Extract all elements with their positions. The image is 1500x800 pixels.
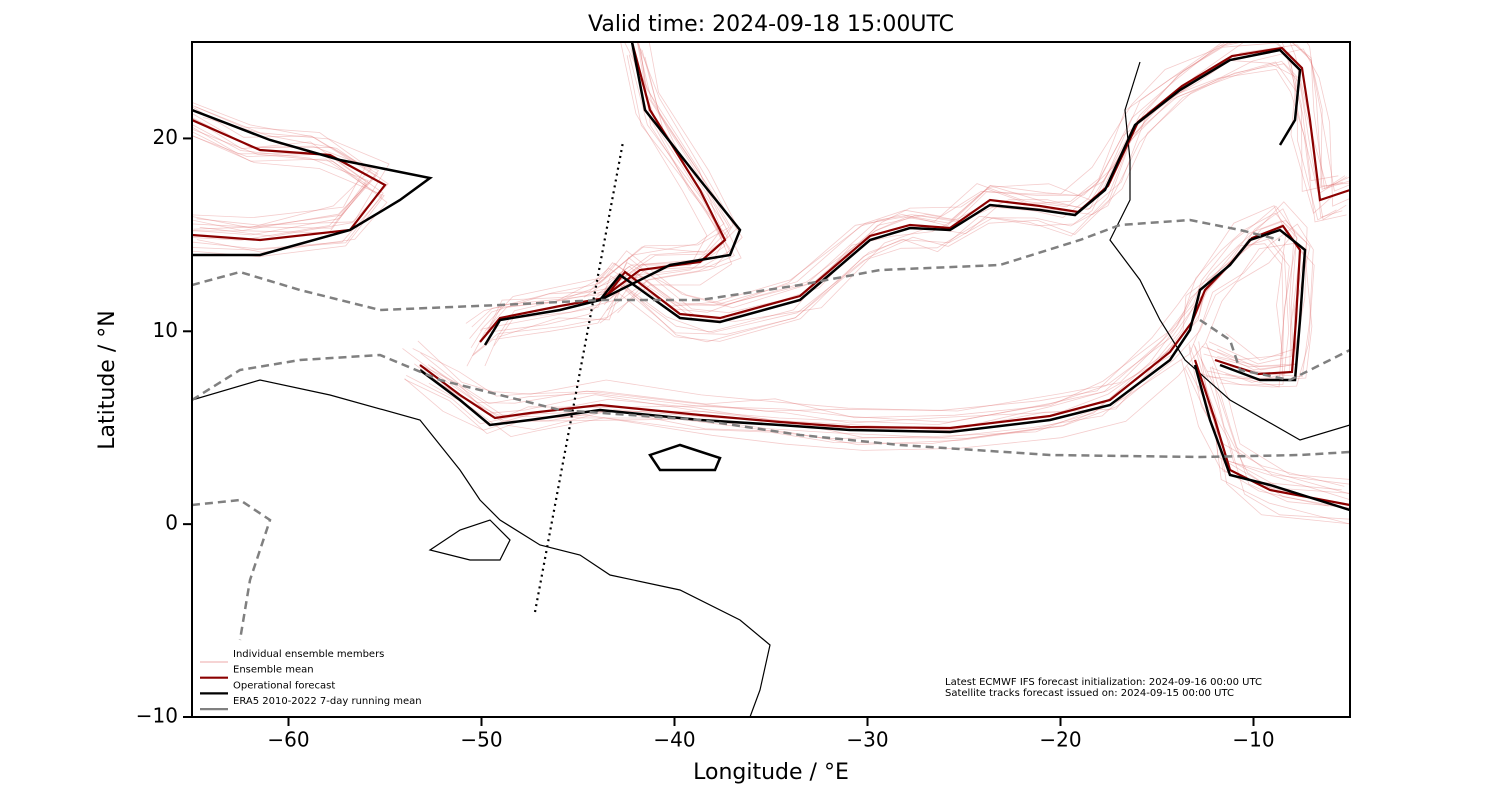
ensemble-member-contour bbox=[404, 238, 1290, 440]
ensemble-member-contour bbox=[416, 220, 1308, 431]
ensemble-member-contour bbox=[192, 124, 369, 234]
ensemble-member-contour bbox=[199, 117, 389, 237]
ensemble-member-contour bbox=[592, 48, 729, 301]
satellite-track bbox=[533, 141, 625, 613]
x-tick-label: −50 bbox=[460, 728, 502, 752]
ensemble-member-contour bbox=[484, 42, 1350, 332]
x-tick-label: −60 bbox=[267, 728, 309, 752]
legend-label: Individual ensemble members bbox=[233, 649, 384, 660]
ensemble-member-contour bbox=[469, 42, 1348, 339]
ensemble-members bbox=[192, 42, 1350, 525]
ensemble-member-contour bbox=[496, 44, 1350, 338]
ensemble-member-contour bbox=[192, 126, 368, 241]
operational-contour bbox=[192, 108, 434, 257]
operational-contour bbox=[419, 228, 1307, 434]
climatology-contour bbox=[1199, 318, 1350, 382]
ensemble-member-contour bbox=[591, 55, 726, 304]
ensemble-member-contour bbox=[418, 212, 1298, 426]
ensemble-member-contour bbox=[431, 223, 1314, 439]
ensemble-member-contour bbox=[420, 208, 1298, 423]
operational-contour bbox=[648, 443, 722, 472]
x-tick-label: −20 bbox=[1039, 728, 1081, 752]
coastline bbox=[428, 519, 511, 561]
legend-label: Operational forecast bbox=[233, 680, 335, 691]
x-tick-label: −40 bbox=[653, 728, 695, 752]
ensemble-member-contour bbox=[1197, 385, 1350, 520]
plot-area bbox=[191, 41, 1351, 718]
ensemble-member-contour bbox=[414, 224, 1301, 431]
ensemble-member-contour bbox=[194, 106, 390, 226]
ensemble-member-contour bbox=[192, 102, 366, 219]
ensemble-member-contour bbox=[480, 42, 1350, 331]
y-tick-label: 0 bbox=[165, 511, 178, 535]
ensemble-member-contour bbox=[402, 205, 1287, 412]
ensemble-mean-contour bbox=[419, 224, 1302, 430]
ensemble-member-contour bbox=[484, 42, 1350, 336]
x-tick-label: −10 bbox=[1232, 728, 1274, 752]
chart-title: Valid time: 2024-09-18 15:00UTC bbox=[588, 12, 954, 37]
ensemble-member-contour bbox=[599, 63, 733, 324]
ensemble-member-contour bbox=[1205, 343, 1350, 480]
ensemble-member-contour bbox=[597, 42, 732, 295]
legend-label: ERA5 2010-2022 7-day running mean bbox=[233, 696, 422, 707]
ensemble-member-contour bbox=[192, 106, 377, 232]
ensemble-member-contour bbox=[1200, 358, 1350, 494]
ensemble-member-contour bbox=[1211, 366, 1350, 509]
ensemble-member-contour bbox=[484, 60, 1347, 367]
climatology-contour bbox=[192, 353, 1350, 459]
ensemble-member-contour bbox=[428, 237, 1315, 451]
ensemble-member-contour bbox=[472, 63, 1343, 355]
ensemble-member-contour bbox=[1188, 346, 1345, 487]
x-tick-label: −30 bbox=[846, 728, 888, 752]
y-tick-label: −10 bbox=[136, 704, 178, 728]
plot-frame bbox=[191, 41, 1351, 718]
y-tick-label: 20 bbox=[153, 125, 178, 149]
ensemble-member-contour bbox=[192, 113, 379, 230]
y-axis-label: Latitude / °N bbox=[95, 310, 120, 449]
ensemble-member-contour bbox=[603, 42, 734, 292]
ensemble-member-contour bbox=[465, 42, 1339, 324]
ensemble-mean-contour bbox=[479, 46, 1350, 343]
ensemble-member-contour bbox=[192, 135, 385, 258]
ensemble-member-contour bbox=[192, 131, 383, 250]
ensemble-member-contour bbox=[493, 48, 1350, 347]
ensemble-member-contour bbox=[412, 205, 1295, 419]
ensemble-mean-contour bbox=[1193, 359, 1350, 507]
ensemble-member-contour bbox=[606, 48, 735, 311]
operational-contour bbox=[483, 48, 1302, 346]
ensemble-member-contour bbox=[1181, 359, 1329, 507]
climatology-contour bbox=[192, 218, 1281, 312]
ensemble-member-contour bbox=[192, 104, 372, 229]
annotation: Satellite tracks forecast issued on: 202… bbox=[945, 688, 1234, 699]
ensemble-member-contour bbox=[596, 42, 722, 286]
x-axis-label: Longitude / °E bbox=[693, 760, 849, 785]
ensemble-mean-contour bbox=[599, 42, 727, 301]
ensemble-member-contour bbox=[583, 42, 708, 298]
ensemble-member-contour bbox=[472, 61, 1337, 357]
ensemble-mean-contour bbox=[192, 118, 387, 242]
annotation: Latest ECMWF IFS forecast initialization… bbox=[945, 677, 1262, 688]
ensemble-member-contour bbox=[192, 135, 384, 251]
ensemble-member-contour bbox=[1193, 343, 1350, 485]
ensemble-member-contour bbox=[192, 128, 388, 253]
ensemble-member-contour bbox=[192, 117, 367, 229]
legend-label: Ensemble mean bbox=[233, 665, 314, 676]
ensemble-member-contour bbox=[1184, 368, 1350, 525]
ensemble-member-contour bbox=[1209, 366, 1350, 510]
climatology-contour bbox=[192, 498, 272, 641]
legend: Individual ensemble members Ensemble mean… bbox=[200, 649, 422, 711]
ensemble-member-contour bbox=[470, 59, 1333, 349]
ensemble-member-contour bbox=[417, 201, 1308, 412]
coastline bbox=[192, 379, 771, 717]
ensemble-member-contour bbox=[598, 42, 725, 285]
ensemble-member-contour bbox=[428, 242, 1313, 446]
operational-contour bbox=[599, 42, 742, 302]
y-tick-label: 10 bbox=[153, 318, 178, 342]
operational-contour bbox=[1193, 364, 1350, 512]
